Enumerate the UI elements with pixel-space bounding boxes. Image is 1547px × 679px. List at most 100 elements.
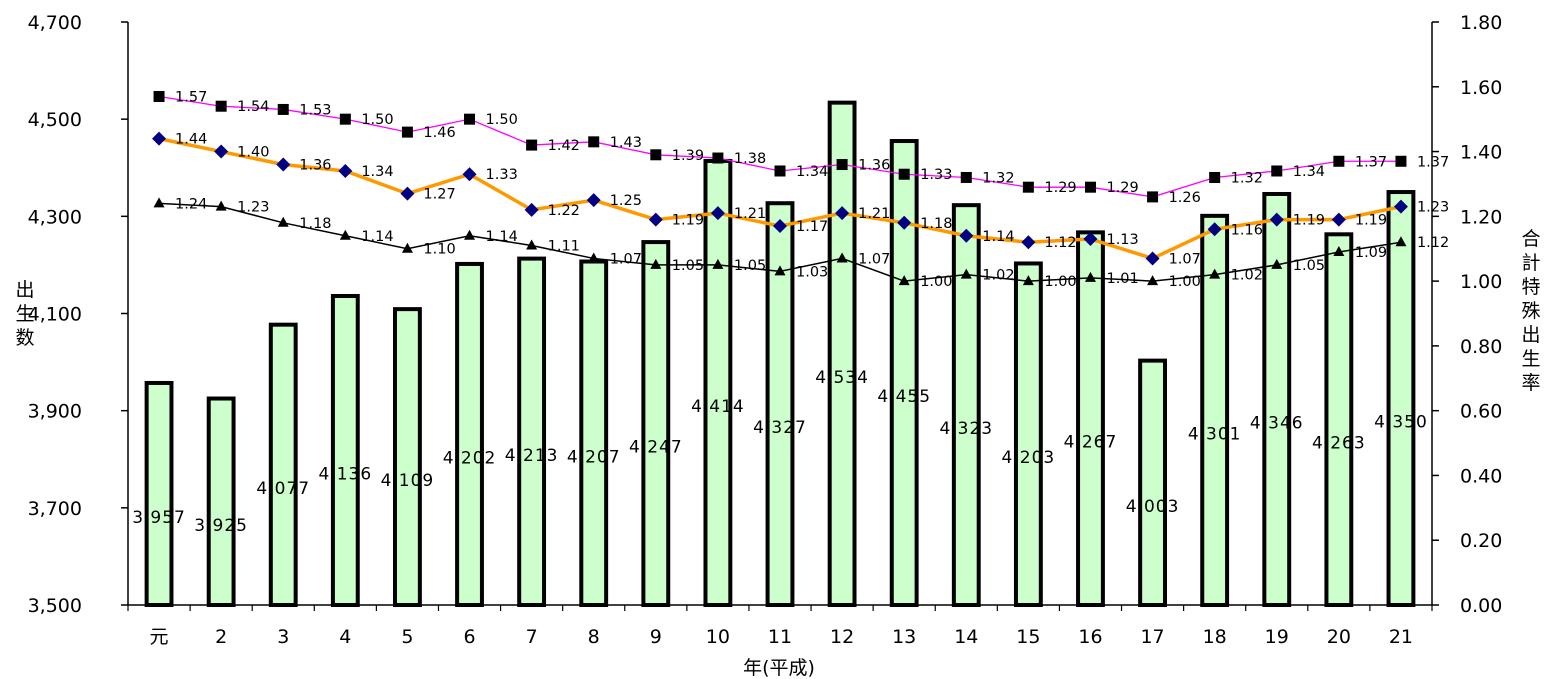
point-data-label: 1.36 — [299, 158, 331, 174]
point-data-label: 1.03 — [796, 264, 828, 280]
data-point — [464, 113, 476, 125]
point-data-label: 1.26 — [1169, 190, 1201, 206]
y2-tick-label: 1.40 — [1460, 142, 1502, 164]
data-point — [774, 165, 786, 177]
point-data-label: 1.36 — [858, 158, 890, 174]
x-tick-label: 21 — [1389, 626, 1413, 648]
data-point — [773, 219, 787, 234]
point-data-label: 1.24 — [175, 196, 207, 212]
data-point — [401, 242, 413, 253]
bar — [1013, 261, 1043, 607]
y-axis-left-ticks: 3,500 3,700 3,900 4,100 4,300 4,500 4,700 — [28, 12, 128, 617]
data-point — [960, 171, 972, 183]
point-data-label: 1.25 — [610, 193, 642, 209]
data-point — [1022, 275, 1034, 286]
point-data-label: 1.46 — [423, 125, 455, 141]
point-data-label: 1.32 — [1231, 170, 1263, 186]
bar-data-label: 4,003 — [1126, 497, 1180, 517]
data-point — [338, 163, 353, 178]
data-point — [648, 212, 663, 227]
bar-data-label: 4,350 — [1374, 413, 1428, 433]
bar — [206, 396, 236, 608]
point-data-label: 1.07 — [1169, 251, 1201, 267]
data-point — [960, 268, 972, 279]
point-data-label: 1.40 — [237, 145, 269, 161]
bar — [1200, 213, 1230, 607]
point-data-label: 1.00 — [920, 274, 952, 290]
data-point — [710, 206, 725, 221]
y-tick-label: 4,300 — [28, 206, 82, 228]
data-point — [1021, 235, 1036, 250]
data-point — [1147, 191, 1159, 203]
point-data-label: 1.00 — [1169, 274, 1201, 290]
point-data-label: 1.00 — [1044, 274, 1076, 290]
point-data-label: 1.12 — [1044, 235, 1076, 251]
bar-series — [144, 100, 1416, 608]
point-data-label: 1.11 — [548, 238, 580, 254]
point-data-label: 1.18 — [299, 216, 331, 232]
y-tick-label: 3,700 — [28, 498, 82, 520]
point-data-label: 1.32 — [982, 170, 1014, 186]
point-data-label: 1.09 — [1355, 245, 1387, 261]
data-point — [339, 229, 351, 240]
point-data-label: 1.34 — [1293, 164, 1325, 180]
point-data-label: 1.53 — [299, 102, 331, 118]
bar-data-label: 4,534 — [815, 368, 869, 388]
axis-title-char: 数 — [15, 327, 34, 349]
data-point — [835, 206, 850, 221]
data-point — [712, 152, 724, 164]
y2-tick-label: 1.80 — [1460, 12, 1502, 34]
x-tick-label: 11 — [768, 626, 792, 648]
point-data-label: 1.05 — [672, 258, 704, 274]
data-point — [276, 157, 291, 172]
data-point — [959, 228, 974, 243]
bar-data-label: 4,346 — [1250, 413, 1304, 433]
bar — [703, 158, 733, 607]
point-data-label: 1.21 — [858, 206, 890, 222]
x-tick-label: 4 — [339, 626, 351, 648]
point-data-label: 1.23 — [1417, 200, 1449, 216]
point-data-label: 1.43 — [610, 135, 642, 151]
point-data-label: 1.05 — [734, 258, 766, 274]
data-point — [153, 90, 165, 102]
x-tick-label: 13 — [892, 626, 916, 648]
x-axis-ticks: 元 2 3 4 5 6 7 8 9 10 11 12 13 14 15 16 17 18 19 20 21 — [127, 605, 1433, 648]
data-point — [526, 139, 538, 151]
bar-data-label: 4,267 — [1064, 433, 1118, 453]
data-point — [588, 136, 600, 148]
bar — [1076, 230, 1105, 607]
bar — [1324, 232, 1354, 607]
data-point — [526, 239, 538, 250]
x-tick-label: 17 — [1140, 626, 1164, 648]
point-data-label: 1.34 — [796, 164, 828, 180]
point-data-label: 1.38 — [734, 151, 766, 167]
data-point — [898, 275, 910, 286]
point-data-label: 1.07 — [858, 251, 890, 267]
data-point — [774, 265, 786, 276]
data-point — [277, 103, 289, 115]
point-data-label: 1.13 — [1106, 232, 1138, 248]
y-tick-label: 3,900 — [28, 401, 82, 423]
y-axis-left-title: 出生数 — [15, 279, 34, 349]
x-tick-label: 9 — [650, 626, 662, 648]
data-point — [650, 149, 662, 161]
x-tick-label: 14 — [954, 626, 978, 648]
data-point — [339, 113, 351, 125]
point-data-label: 1.33 — [486, 167, 518, 183]
data-point — [215, 100, 227, 112]
axis-title-char: 出 — [1521, 324, 1540, 346]
data-point — [464, 229, 476, 240]
data-point — [1393, 199, 1408, 214]
y2-tick-label: 0.00 — [1460, 595, 1502, 617]
point-data-label: 1.23 — [237, 200, 269, 216]
data-point — [215, 200, 227, 211]
data-point — [153, 197, 165, 208]
x-tick-label: 3 — [277, 626, 289, 648]
data-point — [1145, 251, 1160, 266]
axis-title-char: 特 — [1521, 276, 1540, 298]
axis-title-char: 出 — [15, 279, 34, 301]
bar — [1262, 191, 1292, 608]
data-point — [400, 186, 415, 201]
axis-title-char: 計 — [1521, 252, 1540, 274]
axis-title-char: 生 — [1521, 348, 1540, 370]
